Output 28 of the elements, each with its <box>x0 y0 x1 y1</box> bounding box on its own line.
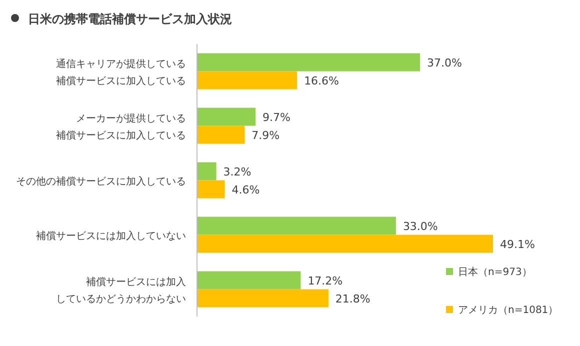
bar <box>197 53 420 72</box>
bar <box>197 162 216 180</box>
data-label: 16.6% <box>304 74 340 88</box>
data-label: 17.2% <box>308 274 343 288</box>
data-label: 7.9% <box>252 128 280 142</box>
data-label: 4.6% <box>232 183 260 196</box>
legend-label: 日本（n=973） <box>458 266 532 278</box>
data-label: 3.2% <box>223 165 252 178</box>
bar <box>197 271 301 290</box>
data-label: 33.0% <box>402 220 438 233</box>
y-tick-label: 通信キャリアが提供している補償サービスに加入している <box>56 58 186 87</box>
bar <box>197 234 493 253</box>
data-label: 9.7% <box>262 110 290 124</box>
legend-label: アメリカ（n=1081） <box>458 305 558 316</box>
y-tick-label: 補償サービスには加入しているかどうかわからない <box>56 276 186 305</box>
data-label: 49.1% <box>500 238 535 251</box>
bar <box>197 108 256 126</box>
data-label: 37.0% <box>427 56 462 70</box>
bar <box>197 71 298 90</box>
y-tick-label: メーカーが提供している補償サービスに加入している <box>56 112 186 142</box>
bar <box>197 289 328 308</box>
bar <box>197 180 225 198</box>
y-tick-label: その他の補償サービスに加入している <box>16 175 186 188</box>
bar <box>197 126 245 144</box>
data-label: 21.8% <box>335 292 370 306</box>
y-tick-label: 補償サービスには加入していない <box>36 230 186 242</box>
bar <box>197 216 396 235</box>
chart-title: 日米の携帯電話補償サービス加入状況 <box>28 12 232 26</box>
